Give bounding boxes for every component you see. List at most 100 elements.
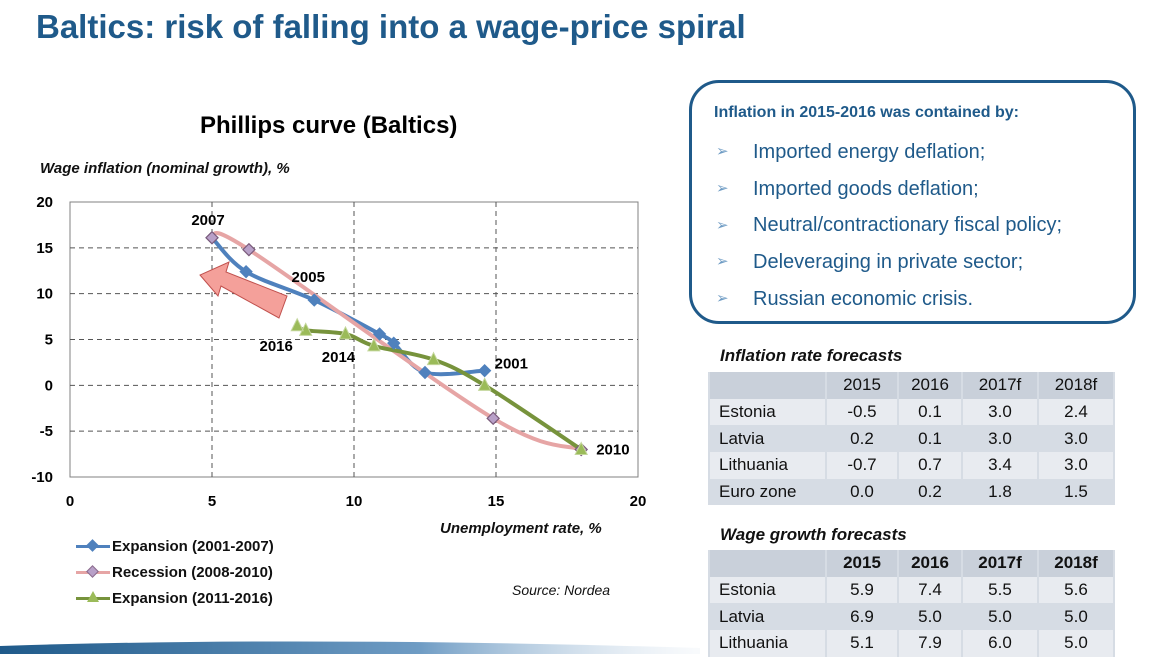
x-tick-label: 10 — [346, 493, 363, 510]
legend-swatch-pink — [76, 565, 110, 579]
legend-label: Expansion (2011-2016) — [112, 589, 273, 607]
y-tick-label: 0 — [45, 377, 53, 394]
legend-item-recession-2008-2010: Recession (2008-2010) — [76, 559, 274, 585]
footer-wave-decoration — [0, 641, 700, 654]
table-cell: 0.7 — [899, 452, 961, 479]
table-header: 2018f — [1039, 550, 1113, 577]
legend-item-expansion-2011-2016: Expansion (2011-2016) — [76, 585, 274, 611]
table-cell: 5.5 — [963, 576, 1037, 604]
info-box: Inflation in 2015-2016 was contained by:… — [689, 80, 1136, 324]
table-row: Estonia -0.5 0.1 3.0 2.4 — [710, 398, 1113, 426]
table-cell: 3.0 — [963, 398, 1037, 426]
x-tick-label: 5 — [208, 493, 216, 510]
x-axis-label: Unemployment rate, % — [440, 520, 602, 537]
y-tick-label: -5 — [40, 423, 53, 440]
data-point — [387, 336, 401, 350]
info-list: ➢ Imported energy deflation; ➢ Imported go… — [716, 134, 1062, 317]
table-cell: 5.0 — [1039, 630, 1113, 657]
y-tick-label: 10 — [36, 286, 53, 303]
y-tick-label: 5 — [45, 332, 53, 349]
y-axis-label: Wage inflation (nominal growth), % — [40, 160, 290, 177]
inflation-table-title: Inflation rate forecasts — [720, 346, 903, 365]
table-cell: 0.1 — [899, 398, 961, 426]
series-2 — [210, 231, 584, 452]
table-cell: 5.0 — [899, 603, 961, 631]
info-item: ➢ Imported energy deflation; — [716, 140, 986, 163]
legend-swatch-green — [76, 591, 110, 605]
arrow-bullet-icon: ➢ — [716, 290, 729, 308]
table-cell: 3.4 — [963, 452, 1037, 479]
data-point — [307, 293, 321, 307]
table-cell: -0.7 — [827, 452, 897, 479]
data-point — [574, 441, 589, 455]
data-point — [290, 317, 305, 332]
table-cell: Estonia — [710, 576, 825, 604]
legend-swatch-blue — [76, 539, 110, 553]
series-line — [210, 231, 584, 452]
arrow-bullet-icon: ➢ — [716, 253, 729, 271]
data-point — [418, 365, 432, 380]
table-cell: 3.0 — [1039, 452, 1113, 479]
table-header: 2016 — [899, 372, 961, 399]
x-tick-label: 15 — [488, 493, 505, 510]
table-header: 2015 — [827, 550, 897, 577]
info-box-title: Inflation in 2015-2016 was contained by: — [714, 104, 1019, 121]
wage-table-title: Wage growth forecasts — [720, 525, 907, 544]
year-annotation: 2016 — [260, 338, 293, 355]
table-cell: Lithuania — [710, 452, 825, 479]
table-row: Euro zone 0.0 0.2 1.8 1.5 — [710, 478, 1113, 506]
table-cell: 3.0 — [1039, 425, 1113, 453]
table-header — [710, 372, 825, 399]
table-row: Lithuania 5.1 7.9 6.0 5.0 — [710, 630, 1113, 657]
table-header-row: 2015 2016 2017f 2018f — [710, 550, 1113, 577]
legend-label: Recession (2008-2010) — [112, 563, 273, 581]
chart-legend: Expansion (2001-2007) Recession (2008-20… — [76, 533, 274, 611]
direction-arrow-icon — [199, 261, 288, 319]
legend-label: Expansion (2001-2007) — [112, 537, 274, 555]
table-cell: 0.2 — [827, 425, 897, 453]
year-annotation: 2014 — [322, 349, 356, 366]
table-cell: 2.4 — [1039, 398, 1113, 426]
year-annotation: 2001 — [495, 356, 528, 373]
table-cell: 0.0 — [827, 478, 897, 506]
wage-forecast-table: 2015 2016 2017f 2018f Estonia 5.9 7.4 5.… — [708, 550, 1115, 657]
year-annotation: 2010 — [596, 442, 629, 459]
table-cell: 7.4 — [899, 576, 961, 604]
table-header: 2017f — [963, 550, 1037, 577]
info-item: ➢ Deleveraging in private sector; — [716, 250, 1024, 273]
y-tick-label: -10 — [31, 469, 53, 486]
phillips-curve-chart: 0 5 10 15 20 20 15 10 5 0 -5 -10 2007 2005 2016 2014 200… — [31, 194, 646, 510]
table-header: 2017f — [963, 372, 1037, 399]
data-point — [372, 327, 387, 341]
table-row: Estonia 5.9 7.4 5.5 5.6 — [710, 576, 1113, 604]
table-cell: 5.0 — [1039, 603, 1113, 631]
data-point — [486, 411, 501, 426]
slide-title: Baltics: risk of falling into a wage-pri… — [36, 8, 746, 45]
table-header — [710, 550, 825, 577]
arrow-bullet-icon: ➢ — [716, 180, 729, 198]
year-annotation: 2005 — [292, 269, 325, 286]
table-cell: 0.1 — [899, 425, 961, 453]
chart-title: Phillips curve (Baltics) — [200, 112, 458, 139]
table-cell: Latvia — [710, 603, 825, 631]
table-cell: 3.0 — [963, 425, 1037, 453]
info-item: ➢ Imported goods deflation; — [716, 177, 979, 200]
legend-item-expansion-2001-2007: Expansion (2001-2007) — [76, 533, 274, 559]
year-annotation: 2007 — [191, 212, 224, 229]
table-cell: 1.5 — [1039, 478, 1113, 506]
table-cell: Euro zone — [710, 478, 825, 506]
table-cell: -0.5 — [827, 398, 897, 426]
y-tick-label: 15 — [36, 240, 53, 257]
table-row: Latvia 0.2 0.1 3.0 3.0 — [710, 425, 1113, 453]
data-point — [477, 363, 492, 378]
table-cell: 7.9 — [899, 630, 961, 657]
arrow-bullet-icon: ➢ — [716, 143, 729, 161]
table-header: 2018f — [1039, 372, 1113, 399]
y-tick-label: 20 — [36, 194, 53, 211]
table-cell: 6.9 — [827, 603, 897, 631]
data-point — [205, 230, 219, 245]
table-cell: Estonia — [710, 398, 825, 426]
inflation-forecast-table: 2015 2016 2017f 2018f Estonia -0.5 0.1 3… — [708, 372, 1115, 506]
table-cell: Latvia — [710, 425, 825, 453]
table-cell: 5.6 — [1039, 576, 1113, 604]
